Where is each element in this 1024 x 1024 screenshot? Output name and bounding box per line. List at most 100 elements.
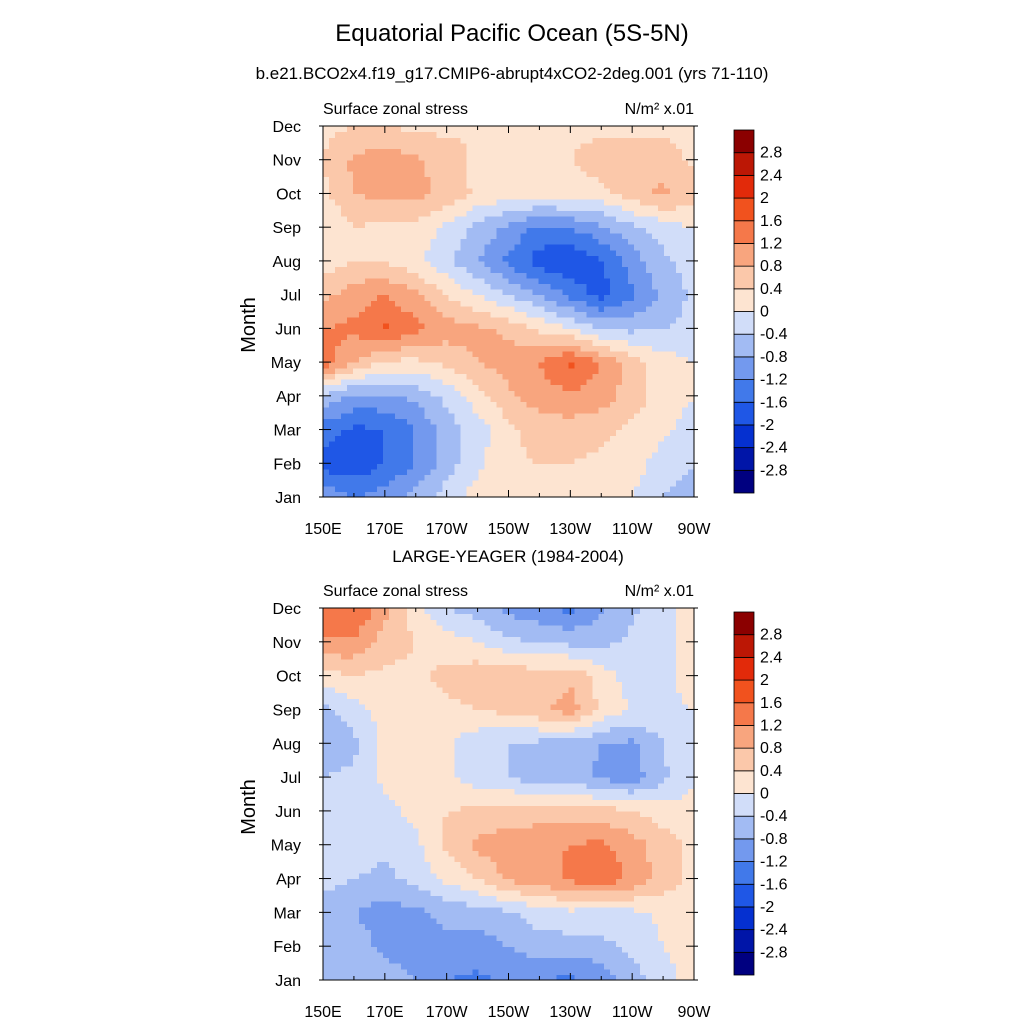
- field-cell: [424, 463, 432, 470]
- field-cell: [394, 395, 402, 403]
- field-cell: [430, 485, 438, 492]
- field-cell: [454, 131, 462, 138]
- field-cell: [532, 142, 540, 150]
- field-cell: [676, 480, 683, 487]
- field-cell: [610, 193, 617, 200]
- field-cell: [658, 260, 665, 268]
- field-cell: [598, 266, 605, 273]
- field-cell: [646, 912, 653, 919]
- field-cell: [418, 423, 426, 431]
- field-cell: [628, 311, 635, 318]
- field-cell: [454, 401, 462, 408]
- field-cell: [352, 333, 360, 341]
- field-cell: [514, 390, 522, 397]
- field-cell: [323, 159, 330, 166]
- field-cell: [664, 272, 671, 279]
- field-cell: [424, 182, 432, 189]
- field-cell: [364, 906, 372, 913]
- field-cell: [526, 440, 534, 448]
- field-cell: [406, 142, 414, 150]
- field-cell: [334, 227, 342, 234]
- field-cell: [556, 255, 563, 262]
- field-cell: [430, 401, 438, 408]
- field-cell: [418, 131, 426, 138]
- y-tick-label: Aug: [273, 254, 301, 271]
- field-cell: [550, 373, 557, 380]
- field-cell: [586, 974, 593, 981]
- colorbar-box: [733, 220, 755, 244]
- field-cell: [670, 912, 677, 919]
- field-cell: [448, 159, 456, 166]
- field-cell: [412, 260, 420, 268]
- field-cell: [520, 418, 528, 425]
- field-cell: [628, 435, 635, 442]
- field-cell: [628, 182, 635, 189]
- field-cell: [532, 294, 540, 301]
- field-cell: [364, 176, 372, 183]
- field-cell: [544, 148, 551, 155]
- field-cell: [418, 384, 426, 391]
- field-cell: [502, 457, 510, 464]
- field-cell: [688, 238, 695, 245]
- field-cell: [448, 260, 456, 268]
- field-cell: [562, 300, 569, 307]
- field-cell: [442, 305, 450, 313]
- field-cell: [382, 968, 390, 975]
- field-cell: [688, 255, 695, 262]
- y-tick-label: Dec: [273, 119, 301, 136]
- field-cell: [688, 934, 695, 942]
- field-cell: [418, 272, 426, 279]
- field-cell: [568, 384, 575, 391]
- field-cell: [346, 277, 354, 284]
- field-cell: [436, 906, 444, 913]
- field-cell: [688, 440, 695, 448]
- field-cell: [352, 373, 360, 380]
- field-cell: [550, 328, 557, 335]
- field-cell: [598, 452, 605, 459]
- field-cell: [592, 395, 599, 403]
- field-cell: [556, 333, 563, 341]
- field-cell: [382, 193, 390, 200]
- field-cell: [556, 244, 563, 251]
- colorbar-label: -1.6: [760, 394, 788, 411]
- field-cell: [562, 951, 569, 959]
- field-cell: [472, 407, 480, 414]
- field-cell: [484, 401, 492, 408]
- field-cell: [400, 423, 408, 431]
- field-cell: [424, 440, 432, 448]
- field-cell: [520, 227, 528, 234]
- field-cell: [478, 170, 486, 178]
- field-cell: [658, 401, 665, 408]
- field-cell: [400, 367, 408, 374]
- field-cell: [676, 187, 683, 195]
- field-cell: [568, 395, 575, 403]
- field-cell: [490, 923, 498, 930]
- field-cell: [394, 255, 402, 262]
- field-cell: [346, 929, 354, 936]
- field-cell: [670, 350, 677, 358]
- field-cell: [328, 946, 336, 953]
- field-cell: [490, 940, 498, 947]
- field-cell: [562, 322, 569, 329]
- field-cell: [598, 187, 605, 195]
- field-cell: [334, 384, 342, 391]
- field-cell: [490, 418, 498, 425]
- field-cell: [556, 154, 563, 161]
- field-cell: [370, 440, 378, 448]
- field-cell: [436, 137, 444, 144]
- field-cell: [616, 272, 623, 279]
- field-cell: [382, 300, 390, 307]
- field-cell: [472, 339, 480, 346]
- field-cell: [670, 457, 677, 464]
- field-cell: [556, 485, 563, 492]
- field-cell: [544, 407, 551, 414]
- field-cell: [484, 187, 492, 195]
- field-cell: [334, 446, 342, 453]
- field-cell: [610, 165, 617, 172]
- field-cell: [598, 333, 605, 341]
- field-cell: [394, 204, 402, 211]
- figure-subtitle: b.e21.BCO2x4.f19_g17.CMIP6-abrupt4xCO2-2…: [255, 64, 769, 83]
- field-cell: [460, 963, 468, 970]
- field-cell: [388, 951, 396, 959]
- field-cell: [430, 255, 438, 262]
